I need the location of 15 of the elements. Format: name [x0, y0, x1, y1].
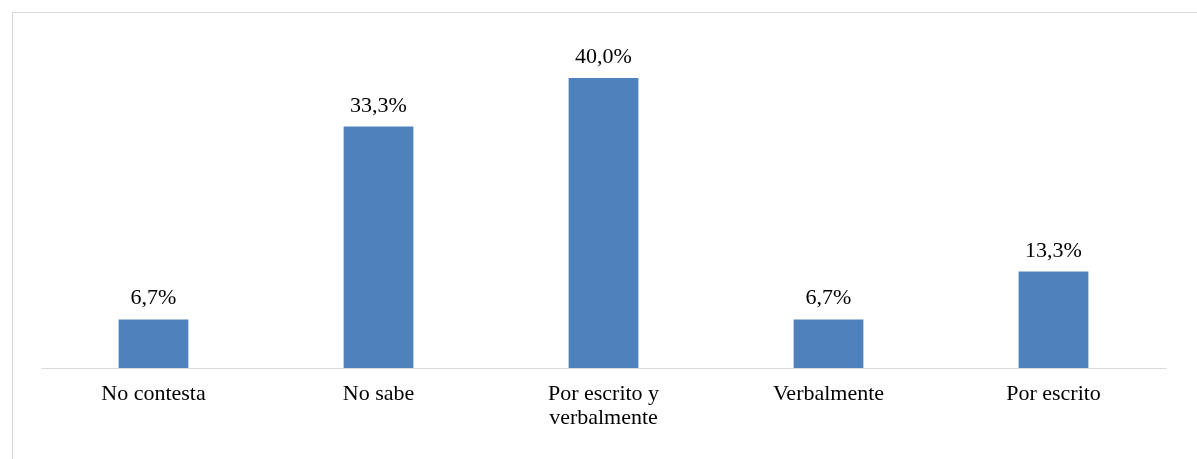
- data-label: 33,3%: [350, 91, 407, 117]
- data-label: 40,0%: [575, 43, 632, 68]
- bar: [568, 78, 639, 368]
- x-tick-label: Verbalmente: [772, 379, 885, 405]
- x-tick-label: Por escrito: [1006, 379, 1101, 405]
- x-tick-label: No contesta: [101, 379, 206, 405]
- x-tick-label: No sabe: [342, 379, 415, 405]
- bar: [118, 319, 189, 368]
- bar: [343, 126, 414, 368]
- bar: [1018, 271, 1089, 368]
- data-label: 6,7%: [130, 284, 177, 310]
- x-tick-label: Por escrito y verbalmente: [547, 379, 660, 429]
- bar: [793, 319, 864, 368]
- data-label: 13,3%: [1025, 236, 1082, 262]
- data-label: 6,7%: [805, 284, 852, 310]
